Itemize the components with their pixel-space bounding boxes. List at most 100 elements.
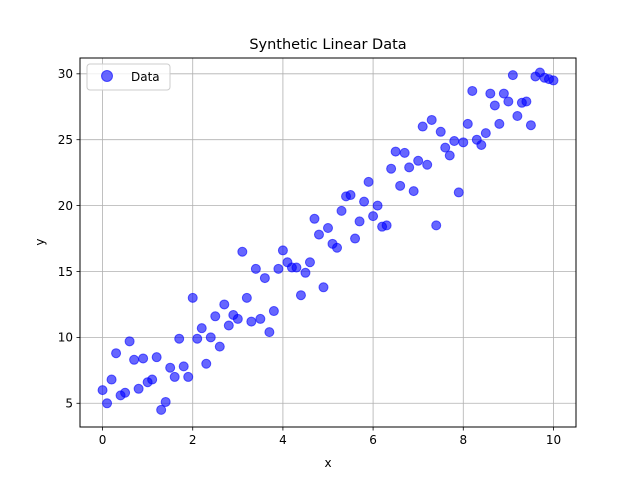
data-point xyxy=(246,316,257,327)
data-point xyxy=(390,146,401,157)
y-tick-label: 10 xyxy=(58,331,73,345)
data-point xyxy=(183,371,194,382)
data-point xyxy=(512,110,523,121)
data-point xyxy=(138,353,149,364)
data-point xyxy=(241,292,252,303)
x-tick-label: 10 xyxy=(546,433,561,447)
data-point xyxy=(111,348,122,359)
data-point xyxy=(255,313,266,324)
data-point xyxy=(323,223,333,234)
data-point xyxy=(277,245,288,256)
data-point xyxy=(359,196,370,207)
data-point xyxy=(399,147,410,158)
data-point xyxy=(489,100,500,111)
data-point xyxy=(210,311,221,322)
data-point xyxy=(223,320,234,331)
data-point xyxy=(381,220,392,231)
data-point xyxy=(480,128,491,139)
x-tick-label: 8 xyxy=(459,433,467,447)
data-point xyxy=(106,374,117,385)
data-point xyxy=(426,114,437,125)
data-point xyxy=(147,374,158,385)
data-point xyxy=(350,233,361,244)
data-point xyxy=(169,371,180,382)
data-point xyxy=(498,88,509,99)
data-point xyxy=(413,155,424,166)
x-tick-label: 6 xyxy=(369,433,377,447)
data-point xyxy=(363,176,374,187)
data-point xyxy=(120,387,131,398)
data-point xyxy=(332,242,343,253)
data-point xyxy=(264,327,275,338)
plot-frame xyxy=(79,57,577,428)
y-tick-label: 5 xyxy=(65,397,73,411)
data-point xyxy=(237,246,248,257)
data-point xyxy=(174,333,185,344)
data-point xyxy=(453,187,464,198)
data-point xyxy=(354,216,365,227)
data-point xyxy=(345,190,356,201)
data-point xyxy=(291,262,302,273)
data-point xyxy=(205,332,216,343)
data-point xyxy=(165,362,176,373)
data-point xyxy=(449,136,460,147)
axis-ticks: 0 2 4 6 8 10 5 10 15 20 25 30 xyxy=(58,67,561,447)
data-point xyxy=(507,70,518,81)
data-point xyxy=(201,358,212,369)
data-point xyxy=(444,150,455,161)
data-point xyxy=(417,121,428,132)
x-axis-label: x xyxy=(324,456,331,470)
data-point xyxy=(304,257,315,268)
data-point xyxy=(503,96,514,107)
data-point xyxy=(97,385,108,396)
data-point xyxy=(268,306,279,317)
data-point xyxy=(386,163,397,174)
data-point xyxy=(273,263,284,274)
data-point xyxy=(156,404,167,415)
data-point xyxy=(485,88,496,99)
data-point xyxy=(458,137,469,148)
data-point xyxy=(300,267,311,278)
chart-title: Synthetic Linear Data xyxy=(249,37,406,53)
data-point xyxy=(192,333,203,344)
data-point xyxy=(462,118,473,129)
data-point xyxy=(548,75,559,86)
legend: Data xyxy=(86,63,171,91)
data-point xyxy=(372,200,383,211)
data-point xyxy=(151,352,162,363)
data-point xyxy=(368,211,379,222)
y-tick-label: 30 xyxy=(58,67,73,81)
data-point xyxy=(313,229,324,240)
y-tick-label: 25 xyxy=(58,133,73,147)
data-point xyxy=(309,213,320,224)
legend-marker xyxy=(101,70,113,82)
data-point xyxy=(435,126,446,137)
x-tick-label: 2 xyxy=(189,433,197,447)
grid xyxy=(80,58,576,427)
data-point xyxy=(422,159,433,170)
data-point xyxy=(476,139,487,150)
data-point xyxy=(404,162,415,173)
data-point xyxy=(440,142,451,153)
data-point xyxy=(336,205,347,216)
data-point xyxy=(129,354,140,365)
y-axis-label: y xyxy=(33,238,47,245)
data-point xyxy=(408,186,419,197)
data-point xyxy=(250,263,261,274)
data-point xyxy=(431,220,442,231)
data-point xyxy=(160,396,171,407)
data-point xyxy=(295,290,306,301)
data-point xyxy=(467,85,478,96)
data-point xyxy=(525,120,536,131)
data-point xyxy=(318,282,329,293)
data-point xyxy=(395,180,406,191)
data-point xyxy=(494,118,505,129)
data-point xyxy=(232,313,243,324)
data-point xyxy=(133,383,144,394)
data-point xyxy=(102,398,113,409)
data-point xyxy=(219,299,230,310)
data-point xyxy=(187,292,198,303)
y-tick-label: 15 xyxy=(58,265,73,279)
data-point xyxy=(124,336,135,347)
